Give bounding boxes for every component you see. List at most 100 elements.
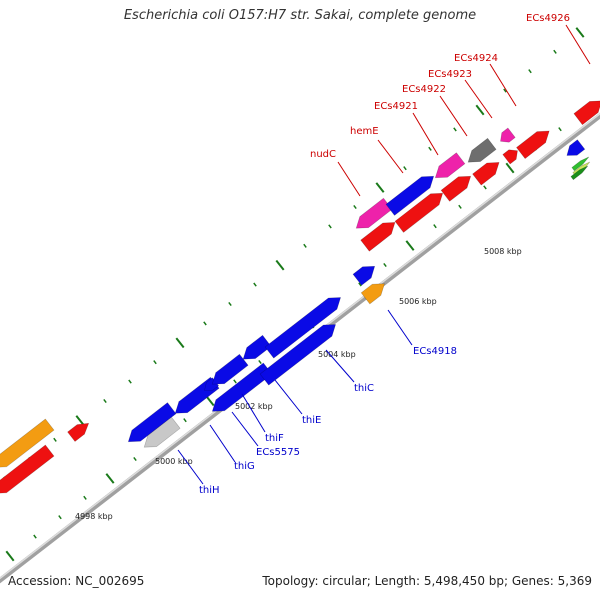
gene-label-hemE: hemE (350, 126, 379, 137)
gene-label-thiG: thiG (234, 461, 255, 472)
tick-mark (383, 262, 387, 268)
genome-summary-text: Topology: circular; Length: 5,498,450 bp… (262, 574, 592, 588)
tick-mark (258, 359, 262, 365)
leader-nudC (337, 161, 361, 197)
tick-label-5004: 5004 kbp (318, 350, 356, 359)
tick-mark (328, 224, 332, 229)
tick-mark (153, 360, 157, 365)
tick-mark (228, 301, 232, 307)
gene-label-thiC: thiC (354, 383, 374, 394)
tick-mark (458, 204, 462, 209)
gene-label-thiF: thiF (265, 433, 284, 444)
tick-mark (505, 162, 515, 174)
gene-gray-ECs4922 (467, 137, 497, 163)
tick-mark (483, 185, 487, 190)
tick-mark (183, 418, 187, 423)
genome-title: Escherichia coli O157:H7 str. Sakai, com… (123, 8, 477, 23)
tick-mark (403, 166, 407, 171)
leader-hemE (377, 139, 404, 174)
tick-label-5002: 5002 kbp (235, 402, 273, 411)
tick-marks (3, 27, 587, 562)
gene-blue-right-low (352, 265, 376, 286)
tick-mark (558, 127, 562, 132)
gene-blue-ECs5575 (204, 377, 220, 391)
leader-ECs4918 (387, 309, 413, 346)
gene-label-ECs4923: ECs4923 (428, 69, 472, 80)
gene-red-2 (394, 192, 444, 233)
gene-label-ECs5575: ECs5575 (256, 447, 300, 458)
tick-mark (433, 224, 437, 229)
gene-label-thiE: thiE (302, 415, 321, 426)
gene-features (0, 100, 600, 494)
leader-ECs4921 (412, 112, 439, 156)
tick-mark (503, 88, 507, 93)
tick-mark (358, 282, 362, 287)
gene-orange-left (0, 418, 55, 468)
gene-magenta-ECs4923 (500, 127, 516, 143)
tick-mark (83, 495, 87, 500)
tick-mark (375, 182, 385, 193)
gene-label-ECs4924: ECs4924 (454, 53, 498, 64)
tick-mark (303, 243, 307, 248)
gene-label-ECs4921: ECs4921 (374, 101, 418, 112)
tick-label-5008: 5008 kbp (484, 247, 522, 256)
tick-mark (75, 415, 85, 426)
gene-red-3 (440, 175, 472, 202)
gene-blue-lane3 (259, 324, 337, 386)
tick-mark (53, 437, 57, 442)
gene-orange-ECs4918 (360, 283, 385, 305)
leader-thiH (177, 449, 204, 485)
tick-mark (5, 550, 15, 562)
tick-mark (405, 240, 415, 251)
gene-green-a (571, 156, 590, 172)
gene-red-4 (472, 162, 500, 186)
leader-thiC (325, 349, 355, 383)
leader-thiF (241, 393, 266, 433)
tick-mark (453, 127, 457, 132)
gene-label-ECs4922: ECs4922 (402, 84, 446, 95)
tick-mark (205, 395, 215, 407)
leader-thiE (274, 379, 303, 415)
gene-labels-bottom: thiH thiG ECs5575 thiF thiE thiC ECs4918 (199, 346, 457, 496)
tick-mark (133, 456, 137, 462)
tick-mark (428, 146, 432, 151)
tick-labels: 4998 kbp 5000 kbp 5002 kbp 5004 kbp 5006… (75, 247, 522, 521)
tick-label-5006: 5006 kbp (399, 297, 437, 306)
tick-mark (253, 282, 257, 287)
gene-red-left-b (67, 422, 90, 442)
leader-ECs4922 (439, 95, 468, 137)
tick-mark (475, 104, 485, 116)
gene-blue-thiH (127, 402, 177, 443)
tick-mark (528, 69, 532, 74)
gene-red-ECs4924 (516, 130, 550, 160)
tick-mark (103, 398, 107, 404)
gene-labels-top: nudC hemE ECs4921 ECs4922 ECs4923 ECs492… (310, 13, 570, 160)
tick-label-4998: 4998 kbp (75, 512, 113, 521)
tick-mark (575, 27, 585, 38)
gene-blue-hemE (385, 175, 435, 216)
gene-label-ECs4926: ECs4926 (526, 13, 570, 24)
tick-mark (203, 321, 207, 326)
gene-red-1 (360, 222, 396, 252)
tick-mark (353, 204, 357, 210)
tick-mark (553, 49, 557, 54)
tick-mark (105, 473, 115, 484)
leader-ECs4923 (464, 79, 493, 119)
tick-mark (233, 379, 237, 384)
gene-blue-right (566, 139, 586, 156)
gene-gray-thiH (143, 416, 181, 448)
tick-mark (275, 259, 285, 271)
tick-label-5000: 5000 kbp (155, 457, 193, 466)
gene-red-ECs4926 (573, 100, 600, 126)
gene-blue-thiC (264, 297, 342, 359)
leader-thiG (209, 424, 236, 463)
gene-blue-thiF (211, 353, 249, 385)
tick-mark (128, 379, 132, 384)
leader-lines-bottom (177, 309, 413, 485)
gene-green-b (570, 165, 589, 181)
gene-magenta-ECs4921 (434, 152, 466, 179)
tick-mark (175, 337, 185, 349)
leader-lines-top (337, 24, 591, 197)
gene-label-ECs4918: ECs4918 (413, 346, 457, 357)
